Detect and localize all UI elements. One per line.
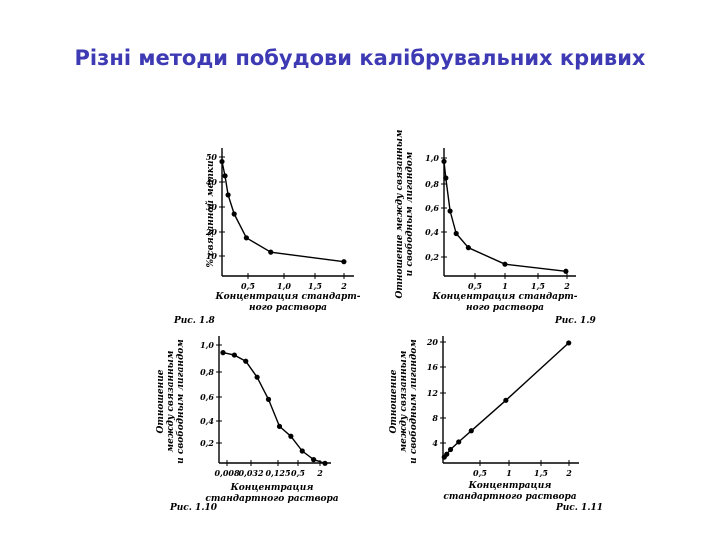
y-tick-label: 0,6	[425, 203, 439, 213]
x-axis-label: Концентрация	[468, 481, 552, 491]
data-point	[502, 261, 508, 267]
y-tick-label: 20	[426, 337, 439, 347]
x-tick-label: 0,5	[468, 281, 482, 291]
y-tick-label: 30	[206, 202, 218, 212]
data-point	[299, 448, 305, 454]
y-tick-label: 0,6	[200, 392, 214, 402]
y-tick-label: 0,2	[425, 252, 439, 262]
x-tick-label: 1,5	[531, 281, 545, 291]
y-axis-label: Отношение	[389, 369, 399, 433]
data-point	[288, 433, 294, 439]
data-point	[311, 457, 317, 463]
x-axis-label: стандартного раствора	[443, 492, 576, 502]
y-tick-label: 0,8	[425, 179, 439, 189]
chart-1-11: 4 8 12 16 20 0,5 1 1,5 2 Отношение между связанным…	[389, 336, 603, 513]
y-tick-label: 10	[206, 251, 218, 261]
x-tick-label: 0,5	[291, 468, 305, 478]
data-point	[222, 173, 228, 179]
data-point	[456, 439, 462, 445]
figure-label: Рис. 1.11	[555, 503, 603, 513]
data-point	[219, 158, 225, 165]
y-axis-label: % связанной метки	[205, 160, 216, 268]
data-point	[465, 245, 471, 251]
y-axis-label: Отношение	[156, 369, 166, 433]
data-point	[341, 259, 347, 265]
y-tick-label: 40	[206, 177, 218, 187]
data-point	[231, 211, 237, 217]
y-tick-label: 16	[427, 362, 439, 372]
y-tick-label: 0,2	[200, 438, 214, 448]
y-tick-label: 0,4	[425, 227, 439, 237]
data-point	[265, 396, 272, 402]
data-point	[468, 428, 474, 434]
y-tick-label: 8	[432, 413, 438, 423]
y-axis-label: Отношение между связанным	[395, 129, 405, 298]
x-tick-label: 1,5	[534, 468, 548, 478]
data-point	[225, 192, 231, 198]
data-point	[447, 446, 454, 453]
data-point	[566, 340, 572, 346]
y-tick-label: 1,0	[200, 340, 214, 350]
data-point	[254, 374, 260, 380]
data-point	[243, 358, 249, 364]
y-tick-label: 0,4	[200, 416, 214, 426]
y-tick-label: 12	[427, 388, 439, 398]
x-tick-label: 0,5	[241, 281, 255, 291]
x-axis-label: стандартного раствора	[205, 494, 338, 504]
chart-1-8: 10 20 30 40 50 0,5 1,0 1,5 2 % связанной метки Кон…	[173, 148, 361, 326]
x-tick-label: 1,0	[277, 281, 291, 291]
x-tick-label: 2	[340, 281, 347, 291]
series-line	[443, 161, 566, 272]
data-point	[243, 235, 249, 241]
x-axis-label: ного раствора	[466, 303, 544, 313]
y-tick-label: 1,0	[425, 153, 439, 163]
data-point	[447, 208, 453, 214]
data-point	[563, 268, 569, 274]
x-tick-label: 1,5	[308, 281, 322, 291]
data-point	[268, 249, 274, 255]
data-point	[322, 460, 328, 466]
data-point	[453, 230, 459, 237]
x-tick-label: 1	[502, 281, 508, 291]
y-tick-label: 20	[205, 227, 218, 237]
slide-title: Різні методи побудови калібрувальних кри…	[74, 46, 646, 70]
figure-label: Рис. 1.10	[169, 503, 218, 513]
y-tick-label: 4	[432, 438, 438, 448]
x-tick-label: 0,008	[214, 468, 239, 478]
x-tick-label: 0,125	[265, 468, 290, 478]
figure-label: Рис. 1.9	[554, 316, 596, 326]
y-tick-label: 0,8	[200, 367, 214, 377]
y-axis-label: и свободным лигандом	[404, 151, 415, 276]
data-point	[441, 158, 447, 165]
x-tick-label: 2	[316, 468, 323, 478]
figure-label: Рис. 1.8	[173, 316, 215, 326]
chart-1-9: 0,2 0,4 0,6 0,8 1,0 0,5 1 1,5 2 Отношение между с…	[395, 129, 596, 326]
data-point	[231, 352, 237, 358]
x-axis-label: ного раствора	[249, 303, 327, 313]
y-axis-label: и свободным лигандом	[408, 339, 419, 464]
series-line	[221, 161, 344, 263]
data-point	[444, 451, 450, 457]
x-tick-label: 1	[506, 468, 512, 478]
y-axis-label: между связанным	[166, 350, 176, 452]
y-axis-label: и свободным лигандом	[175, 339, 186, 464]
x-tick-label: 0,5	[473, 468, 487, 478]
series-line	[222, 351, 326, 464]
data-point	[276, 423, 283, 430]
y-axis-label: между связанным	[399, 350, 409, 452]
x-axis-label: Концентрация стандарт-	[214, 292, 360, 302]
x-tick-label: 2	[563, 281, 570, 291]
y-tick-label: 50	[206, 152, 218, 162]
data-point	[503, 397, 509, 403]
x-axis-label: Концентрация стандарт-	[431, 292, 577, 302]
x-tick-label: 2	[565, 468, 572, 478]
x-axis-label: Концентрация	[230, 483, 314, 493]
data-point	[443, 175, 449, 181]
data-point	[220, 350, 226, 356]
x-tick-label: 0,032	[238, 468, 263, 478]
